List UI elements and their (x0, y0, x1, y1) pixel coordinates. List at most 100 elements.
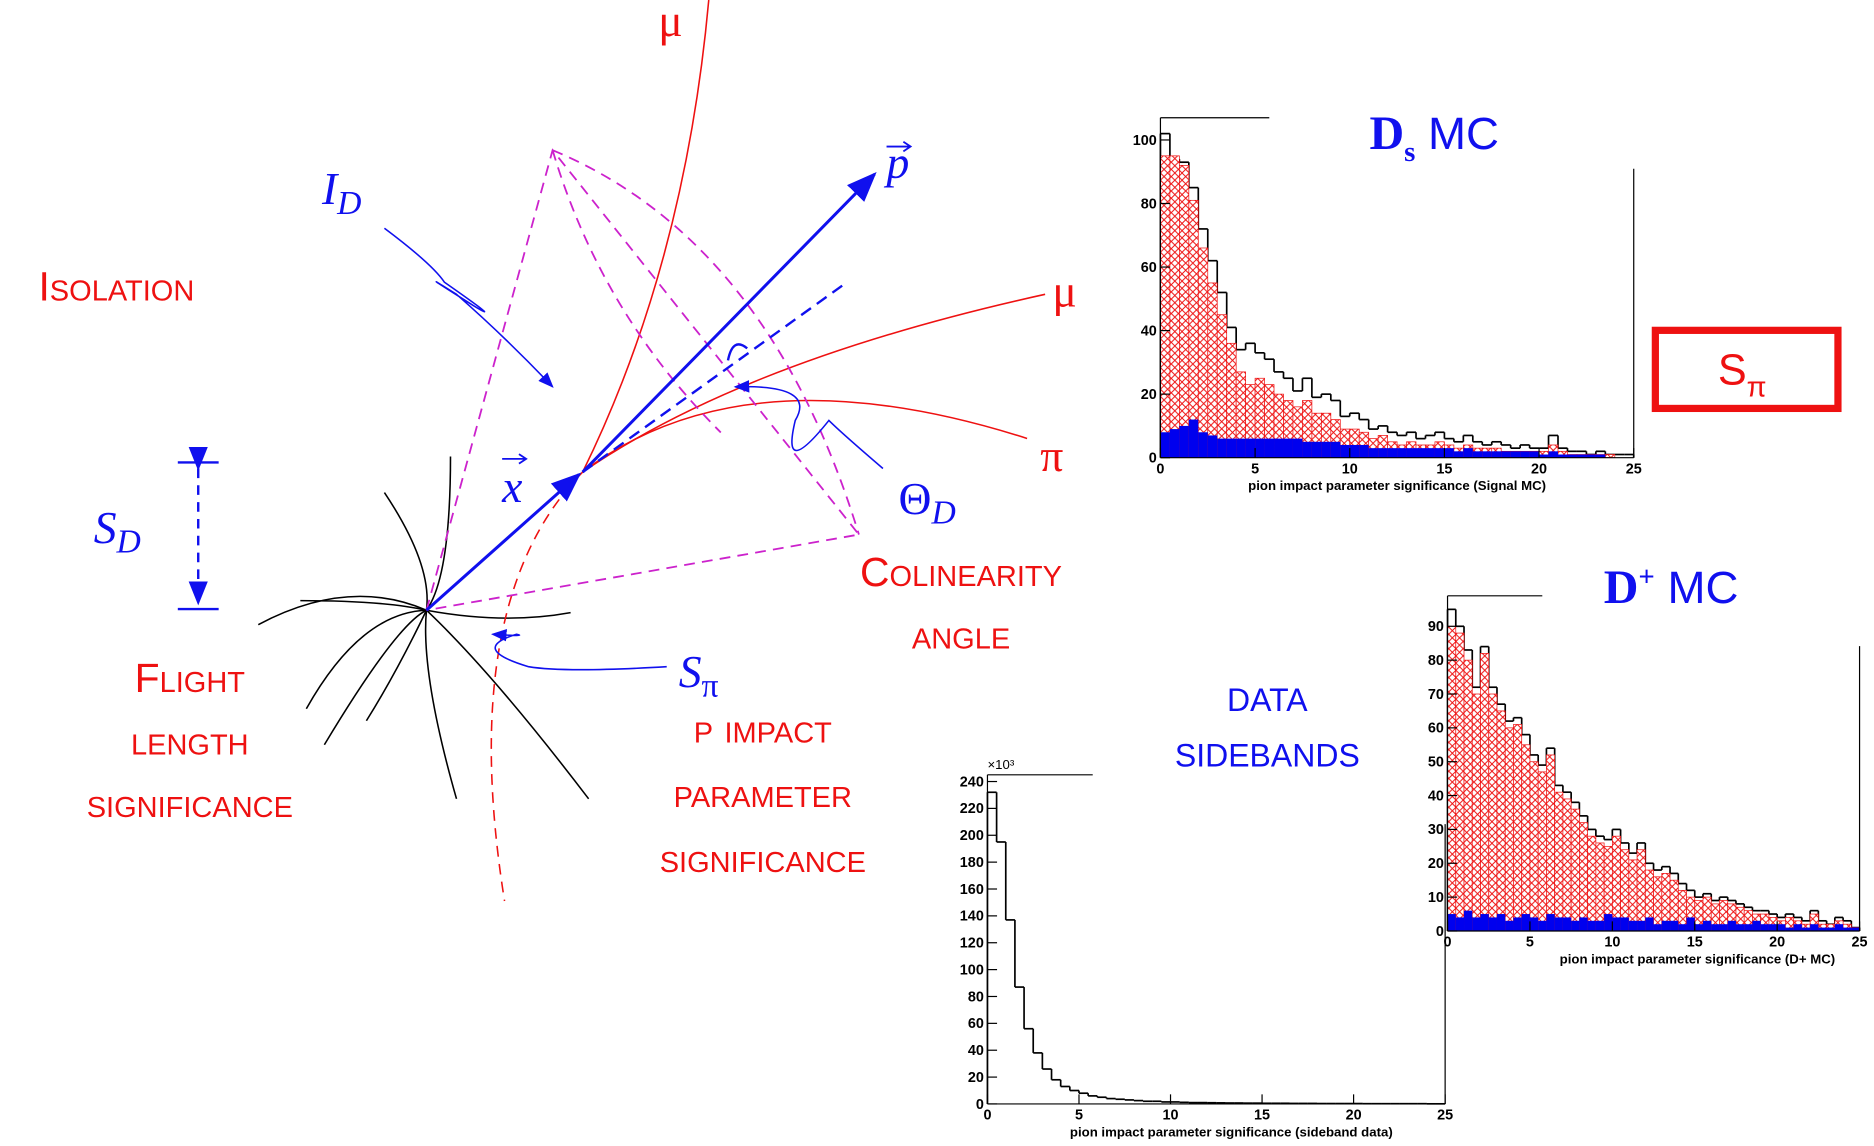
subscript: D (336, 185, 361, 222)
histogram: 0 10 20 30 40 50 60 70 80 90 0 5 10 15 20 25 pion impact… (1428, 561, 1868, 966)
histogram-bar (1579, 822, 1588, 932)
histogram-bar (1179, 165, 1190, 459)
histogram-bar (1510, 451, 1521, 458)
histogram-bar (1197, 247, 1209, 459)
mu-label: μ (658, 0, 682, 46)
impact-label: p impact (694, 705, 832, 751)
x-tick-label: 15 (1254, 1108, 1270, 1124)
histogram-bar (1595, 920, 1605, 931)
histogram-bar (1207, 435, 1218, 458)
flight-label: significance (87, 780, 293, 826)
symbol: S (94, 502, 117, 553)
histogram-bar (1463, 448, 1473, 458)
histogram-bar (1670, 920, 1679, 931)
histogram-bar (1843, 927, 1852, 931)
y-tick-label: 80 (1141, 196, 1157, 212)
histogram-bar (1236, 438, 1246, 458)
histogram-bar (1169, 155, 1180, 459)
histogram-bar (1562, 917, 1572, 931)
histogram-bar (1255, 438, 1265, 458)
s-d-label: SD (94, 502, 141, 561)
histogram-bar (1558, 454, 1568, 458)
histogram-bar (1488, 693, 1498, 932)
chart-title: D+ MC (1604, 561, 1739, 614)
histogram-bar (1359, 444, 1369, 458)
title-part: MC (1415, 108, 1499, 159)
y-tick-label: 120 (960, 936, 984, 952)
histogram-bar (1744, 924, 1753, 931)
histogram-bar (1735, 924, 1745, 931)
histogram-bar (1496, 914, 1506, 931)
histogram-bar (1793, 924, 1802, 931)
histogram-bar (1198, 432, 1208, 458)
title-part: s (1404, 136, 1415, 168)
x-tick-label: 5 (1075, 1108, 1083, 1124)
theta-d-label: ΘD (899, 473, 956, 532)
x-tick-label: 25 (1852, 935, 1868, 951)
colinearity-label: angle (912, 612, 1010, 658)
histogram-bar (1340, 444, 1350, 458)
y-tick-label: 50 (1428, 755, 1444, 771)
x-tick-label: 0 (1156, 461, 1164, 477)
histogram-bar (1801, 927, 1811, 931)
symbol: S (1718, 346, 1747, 394)
subscript: D (116, 524, 141, 561)
histogram-bar (1548, 451, 1559, 458)
y-tick-label: 80 (1428, 653, 1444, 669)
y-tick-label: 20 (1141, 387, 1157, 403)
y-tick-label: 60 (968, 1016, 984, 1032)
histogram-bar (1179, 425, 1189, 458)
histogram-bar (1434, 448, 1445, 458)
histogram-bar (1447, 625, 1457, 932)
histogram-bar (1406, 448, 1417, 458)
x-axis-label: pion impact parameter significance (D+ M… (1560, 951, 1836, 966)
y-tick-label: 180 (960, 855, 984, 871)
histogram-bar (1226, 438, 1237, 458)
x-tick-label: 25 (1437, 1108, 1453, 1124)
histogram-bar (1546, 754, 1556, 932)
diagram: Isolation Colinearity angle Flight lengt… (38, 0, 1842, 902)
histogram-bar (1160, 432, 1170, 458)
subscript: π (1747, 371, 1767, 403)
y-tick-label: 60 (1141, 260, 1157, 276)
x-tick-label: 15 (1687, 935, 1703, 951)
sidebands-label: data (1227, 670, 1308, 721)
isolation-label: Isolation (38, 263, 194, 309)
histogram-bar (1480, 653, 1490, 932)
histogram-bar (1834, 924, 1844, 931)
histogram-bar (1570, 808, 1580, 932)
pi-label: π (1040, 430, 1063, 481)
histogram-bar (1216, 314, 1228, 459)
histogram-bar (1719, 924, 1728, 931)
histogram-bar (1480, 914, 1489, 931)
histogram-bar (1546, 914, 1555, 931)
histogram-bar (1471, 693, 1481, 932)
y-tick-label: 20 (1428, 856, 1444, 872)
histogram-bar (1538, 920, 1547, 931)
y-tick-label: 40 (1141, 323, 1157, 339)
histogram-bar (1264, 438, 1275, 458)
histogram-bar (1595, 454, 1606, 458)
histogram-bar (1302, 441, 1312, 458)
y-tick-label: 240 (960, 774, 984, 790)
histogram-bar (1752, 920, 1761, 931)
histogram-bar (1612, 917, 1621, 931)
histogram-bar (1571, 920, 1580, 931)
histogram-bar (1453, 451, 1464, 458)
histogram-bar (1387, 448, 1398, 458)
x-tick-label: 0 (983, 1108, 991, 1124)
x-tick-label: 5 (1526, 935, 1534, 951)
histogram-bar (1818, 927, 1827, 931)
histogram-bar (1628, 859, 1638, 932)
histogram-bar (1810, 924, 1819, 931)
title-part: + (1638, 561, 1654, 593)
symbol: Θ (899, 473, 932, 524)
title-part: D (1604, 561, 1639, 614)
histogram-bar (1513, 917, 1522, 931)
histogram-bar (1576, 454, 1587, 458)
histogram-bar (1678, 924, 1687, 931)
impact-label: parameter (674, 770, 852, 816)
histogram-bar (1686, 917, 1695, 931)
